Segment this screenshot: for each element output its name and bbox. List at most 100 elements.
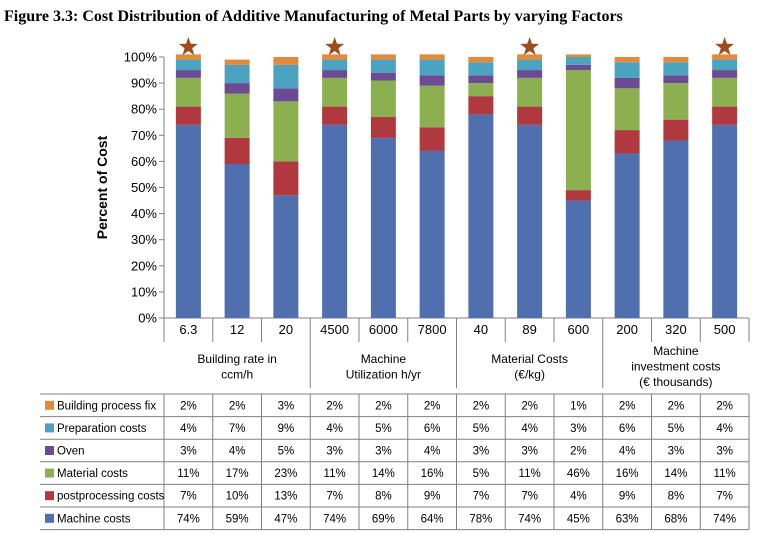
y-tick-label: 60%	[131, 154, 157, 169]
bar-segment	[468, 96, 494, 115]
table-cell: 9%	[278, 423, 295, 435]
bar-segment	[712, 70, 738, 78]
x-tick-label: 500	[714, 322, 736, 337]
table-cell: 5%	[375, 423, 392, 435]
table-cell: 2%	[424, 400, 441, 412]
y-tick-label: 100%	[124, 50, 158, 65]
bar-segment	[712, 54, 738, 60]
bar-segment	[468, 75, 494, 84]
star-icon	[325, 37, 345, 56]
table-cell: 11%	[714, 468, 736, 480]
bar-segment	[565, 190, 591, 201]
table-cell: 3%	[375, 446, 392, 458]
table-cell: 11%	[177, 468, 199, 480]
legend-label: Building process fix	[57, 400, 156, 412]
legend-swatch	[45, 446, 54, 455]
bar-segment	[517, 77, 543, 107]
group-label: Machine	[653, 344, 699, 358]
table-cell: 3%	[278, 400, 295, 412]
y-tick-label: 50%	[131, 180, 157, 195]
table-cell: 4%	[180, 423, 197, 435]
bar-segment	[224, 64, 250, 84]
table-cell: 2%	[619, 400, 636, 412]
table-cell: 13%	[274, 491, 297, 503]
table-cell: 2%	[180, 400, 197, 412]
bar-segment	[175, 106, 201, 125]
table-cell: 3%	[668, 446, 685, 458]
table-cell: 5%	[473, 423, 490, 435]
bar-segment	[419, 54, 445, 60]
legend-swatch	[45, 513, 54, 523]
table-cell: 78%	[469, 513, 492, 525]
star-icon	[715, 37, 735, 56]
table-cell: 3%	[180, 446, 197, 458]
bar-segment	[712, 106, 738, 125]
table-cell: 68%	[664, 513, 687, 525]
group-label: Building rate in	[197, 352, 276, 366]
x-tick-label: 6000	[369, 322, 398, 337]
table-cell: 4%	[326, 423, 343, 435]
table-cell: 2%	[521, 400, 538, 412]
table-cell: 74%	[518, 513, 541, 525]
table-cell: 8%	[375, 491, 392, 503]
bar-segment	[712, 59, 738, 71]
x-tick-label: 6.3	[179, 322, 197, 337]
y-tick-label: 90%	[131, 76, 157, 91]
y-tick-label: 20%	[131, 258, 157, 273]
bar-segment	[517, 54, 543, 60]
table-cell: 4%	[521, 423, 538, 435]
table-cell: 74%	[713, 513, 736, 525]
star-icon	[520, 37, 540, 56]
bar-segment	[322, 59, 348, 71]
bar-segment	[614, 153, 640, 318]
bar-segment	[468, 57, 494, 63]
y-tick-label: 40%	[131, 206, 157, 221]
legend-swatch	[45, 468, 54, 478]
bar-segment	[322, 77, 348, 107]
table-cell: 14%	[372, 468, 395, 480]
bar-segment	[663, 75, 689, 84]
table-cell: 8%	[668, 491, 685, 503]
bar-segment	[468, 83, 494, 97]
bar-segment	[370, 59, 396, 73]
bar-segment	[322, 124, 348, 318]
bar-segment	[468, 62, 494, 76]
bar-segment	[663, 83, 689, 120]
bar-segment	[614, 62, 640, 78]
bar-segment	[322, 54, 348, 60]
bar-segment	[175, 54, 201, 60]
table-cell: 5%	[473, 468, 490, 480]
table-cell: 3%	[716, 446, 733, 458]
legend-label: Preparation costs	[57, 423, 147, 435]
y-axis-title: Percent of Cost	[94, 135, 110, 239]
bar-segment	[273, 57, 299, 65]
bar-segment	[273, 195, 299, 318]
bar-segment	[273, 88, 299, 102]
group-labels: Building rate in ccm/h Machine Utilization …	[197, 342, 721, 389]
table-cell: 3%	[326, 446, 343, 458]
bar-segment	[614, 88, 640, 131]
star-icon	[178, 37, 198, 56]
table-cell: 74%	[323, 513, 346, 525]
bar-segment	[273, 101, 299, 162]
table-cell: 2%	[473, 400, 490, 412]
y-tick-label: 80%	[131, 102, 157, 117]
group-label: (€ thousands)	[639, 375, 712, 389]
table-cell: 2%	[229, 400, 246, 412]
axes: 0% 10% 20% 30% 40% 50% 60% 70% 80% 90% 100% Percent…	[94, 50, 750, 342]
bar-segment	[224, 59, 250, 65]
table-cell: 11%	[324, 468, 346, 480]
table-cell: 4%	[716, 423, 733, 435]
x-tick-label: 89	[522, 322, 536, 337]
table-cell: 7%	[180, 491, 197, 503]
bar-segment	[614, 57, 640, 63]
bar-segment	[224, 164, 250, 318]
x-tick-label: 600	[568, 322, 590, 337]
table-cell: 4%	[229, 446, 246, 458]
table-cell: 45%	[567, 513, 590, 525]
chart-title: Figure 3.3: Cost Distribution of Additiv…	[4, 8, 623, 25]
table-cell: 69%	[372, 513, 395, 525]
bar-segment	[273, 64, 299, 89]
group-label: Machine	[361, 352, 407, 366]
